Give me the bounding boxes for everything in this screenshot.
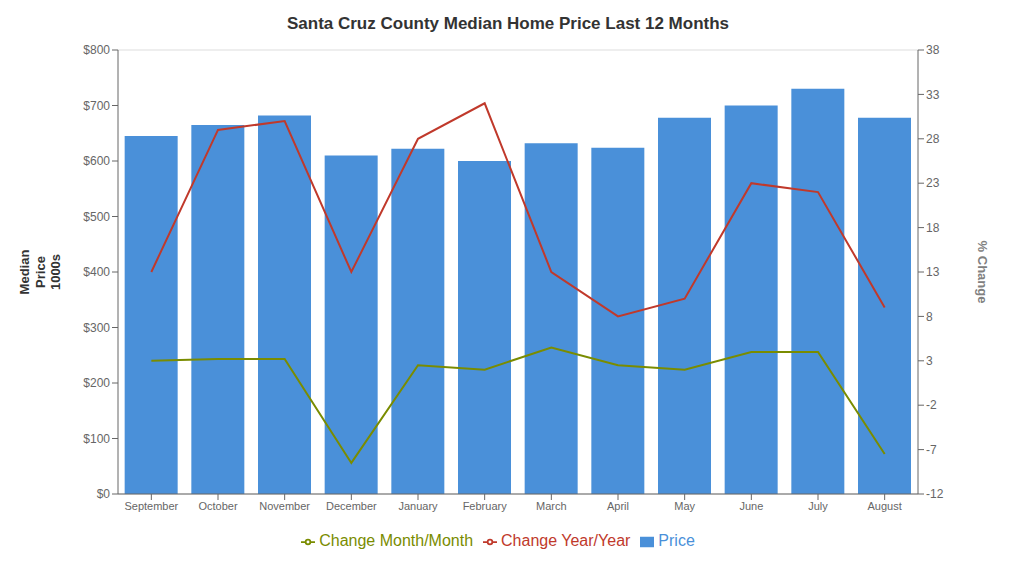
svg-text:-12: -12 (926, 487, 944, 501)
svg-text:33: 33 (926, 88, 940, 102)
svg-text:August: August (868, 500, 902, 512)
svg-text:$800: $800 (83, 43, 110, 57)
html-text:Change Year/Year: Change Year/Year (501, 532, 631, 549)
svg-text:September: September (124, 500, 178, 512)
svg-text:$200: $200 (83, 376, 110, 390)
svg-text:January: January (398, 500, 438, 512)
svg-text:$500: $500 (83, 210, 110, 224)
svg-text:$400: $400 (83, 265, 110, 279)
svg-text:$300: $300 (83, 321, 110, 335)
svg-text:13: 13 (926, 265, 940, 279)
svg-text:MedianPrice1000s: MedianPrice1000s (17, 250, 63, 295)
svg-text:April: April (607, 500, 629, 512)
svg-text:December: December (326, 500, 377, 512)
svg-text:38: 38 (926, 43, 940, 57)
svg-text:-7: -7 (926, 443, 937, 457)
svg-text:February: February (463, 500, 508, 512)
svg-text:28: 28 (926, 132, 940, 146)
svg-text:October: October (198, 500, 237, 512)
svg-text:$700: $700 (83, 99, 110, 113)
svg-text:18: 18 (926, 221, 940, 235)
html-text:Change Month/Month: Change Month/Month (319, 532, 473, 549)
svg-text:23: 23 (926, 176, 940, 190)
svg-text:8: 8 (926, 310, 933, 324)
svg-text:$600: $600 (83, 154, 110, 168)
svg-text:July: July (808, 500, 828, 512)
svg-text:March: March (536, 500, 567, 512)
svg-text:3: 3 (926, 354, 933, 368)
svg-text:May: May (674, 500, 695, 512)
svg-text:-2: -2 (926, 398, 937, 412)
svg-text:$0: $0 (97, 487, 111, 501)
svg-text:$100: $100 (83, 432, 110, 446)
html-text:Price: Price (658, 532, 695, 549)
svg-text:June: June (739, 500, 763, 512)
html-text:Santa Cruz County Median Home: Santa Cruz County Median Home Price Last… (287, 14, 729, 33)
svg-text:November: November (259, 500, 310, 512)
svg-text:% Change: % Change (975, 241, 990, 304)
